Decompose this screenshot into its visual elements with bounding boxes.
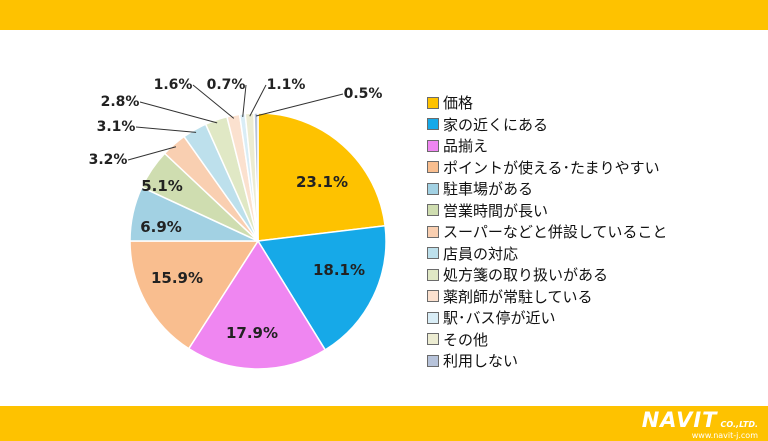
legend-entry: その他 xyxy=(427,329,667,351)
leader-line xyxy=(192,84,235,119)
leader-line xyxy=(249,84,267,117)
legend-label: 価格 xyxy=(443,94,474,113)
legend-entry: 価格 xyxy=(427,92,667,114)
legend-label: 利用しない xyxy=(443,352,519,371)
pie-slice xyxy=(129,240,260,350)
data-label: 23.1% xyxy=(296,173,348,191)
legend-label: 家の近くにある xyxy=(443,115,549,134)
legend-entry: 利用しない xyxy=(427,350,667,372)
legend-entry: 駅･バス停が近い xyxy=(427,307,667,329)
data-label: 1.6% xyxy=(154,77,193,93)
pie-slices xyxy=(129,112,387,370)
pie-slice xyxy=(256,224,387,351)
data-label: 6.9% xyxy=(140,218,182,236)
legend-label: スーパーなどと併設していること xyxy=(443,223,668,242)
data-label: 3.1% xyxy=(97,119,136,135)
legend-entry: 営業時間が長い xyxy=(427,200,667,222)
legend-swatch xyxy=(427,161,439,174)
legend-swatch xyxy=(427,118,439,131)
legend-entry: 処方箋の取り扱いがある xyxy=(427,264,667,286)
legend-label: その他 xyxy=(443,330,489,349)
legend-label: 薬剤師が常駐している xyxy=(443,287,593,306)
legend-swatch xyxy=(427,290,439,303)
legend-entry: 店員の対応 xyxy=(427,243,667,265)
leader-line xyxy=(255,93,344,117)
data-label: 0.7% xyxy=(207,77,246,93)
legend-label: 営業時間が長い xyxy=(443,201,549,220)
leader-line xyxy=(127,146,177,161)
legend-swatch xyxy=(427,268,439,281)
data-label: 1.1% xyxy=(267,77,306,93)
pie-slice xyxy=(187,239,327,370)
legend-entry: スーパーなどと併設していること xyxy=(427,221,667,243)
leader-line xyxy=(139,101,218,124)
legend-swatch xyxy=(427,311,439,324)
data-label: 18.1% xyxy=(313,261,365,279)
legend-label: 駅･バス停が近い xyxy=(443,309,556,328)
leader-line xyxy=(135,126,197,133)
legend-swatch xyxy=(427,139,439,152)
legend-entry: ポイントが使える･たまりやすい xyxy=(427,157,667,179)
legend-swatch xyxy=(427,247,439,260)
data-label: 3.2% xyxy=(89,152,128,168)
data-label: 0.5% xyxy=(344,86,383,102)
data-label: 17.9% xyxy=(226,324,278,342)
top-banner xyxy=(0,0,768,30)
data-label: 2.8% xyxy=(101,94,140,110)
legend-entry: 家の近くにある xyxy=(427,114,667,136)
data-label: 15.9% xyxy=(151,269,203,287)
legend-entry: 品揃え xyxy=(427,135,667,157)
pie-chart: 23.1% 18.1% 17.9% 15.9% 6.9% 5.1% 3.2% 3.1% 2.8%… xyxy=(89,77,387,370)
legend-swatch xyxy=(427,182,439,195)
logo-mark: NAVIT xyxy=(641,408,718,432)
pie-leader-lines xyxy=(127,84,344,161)
legend-swatch xyxy=(427,204,439,217)
data-label: 5.1% xyxy=(141,177,183,195)
pie-slice xyxy=(253,112,259,242)
legend-entry: 薬剤師が常駐している xyxy=(427,286,667,308)
legend-swatch xyxy=(427,96,439,109)
pie-slice xyxy=(257,112,386,242)
legend-label: 品揃え xyxy=(443,137,489,156)
logo-url: www.navit-j.com xyxy=(691,431,758,440)
logo-sub: CO.,LTD. xyxy=(720,420,758,429)
legend-label: ポイントが使える･たまりやすい xyxy=(443,158,660,177)
chart-legend: 価格家の近くにある 品揃えポイントが使える･たまりやすい 駐車場がある 営業時間が長い… xyxy=(427,92,667,372)
legend-label: 処方箋の取り扱いがある xyxy=(443,266,609,285)
navit-logo: NAVIT CO.,LTD. www.navit-j.com xyxy=(642,409,758,440)
leader-line xyxy=(242,84,247,117)
legend-label: 駐車場がある xyxy=(443,180,534,199)
legend-label: 店員の対応 xyxy=(443,244,519,263)
legend-entry: 駐車場がある xyxy=(427,178,667,200)
legend-swatch xyxy=(427,333,439,346)
pie-data-labels: 23.1% 18.1% 17.9% 15.9% 6.9% 5.1% 3.2% 3.1% 2.8%… xyxy=(89,77,383,342)
legend-swatch xyxy=(427,354,439,367)
legend-swatch xyxy=(427,225,439,238)
bottom-banner xyxy=(0,406,768,441)
